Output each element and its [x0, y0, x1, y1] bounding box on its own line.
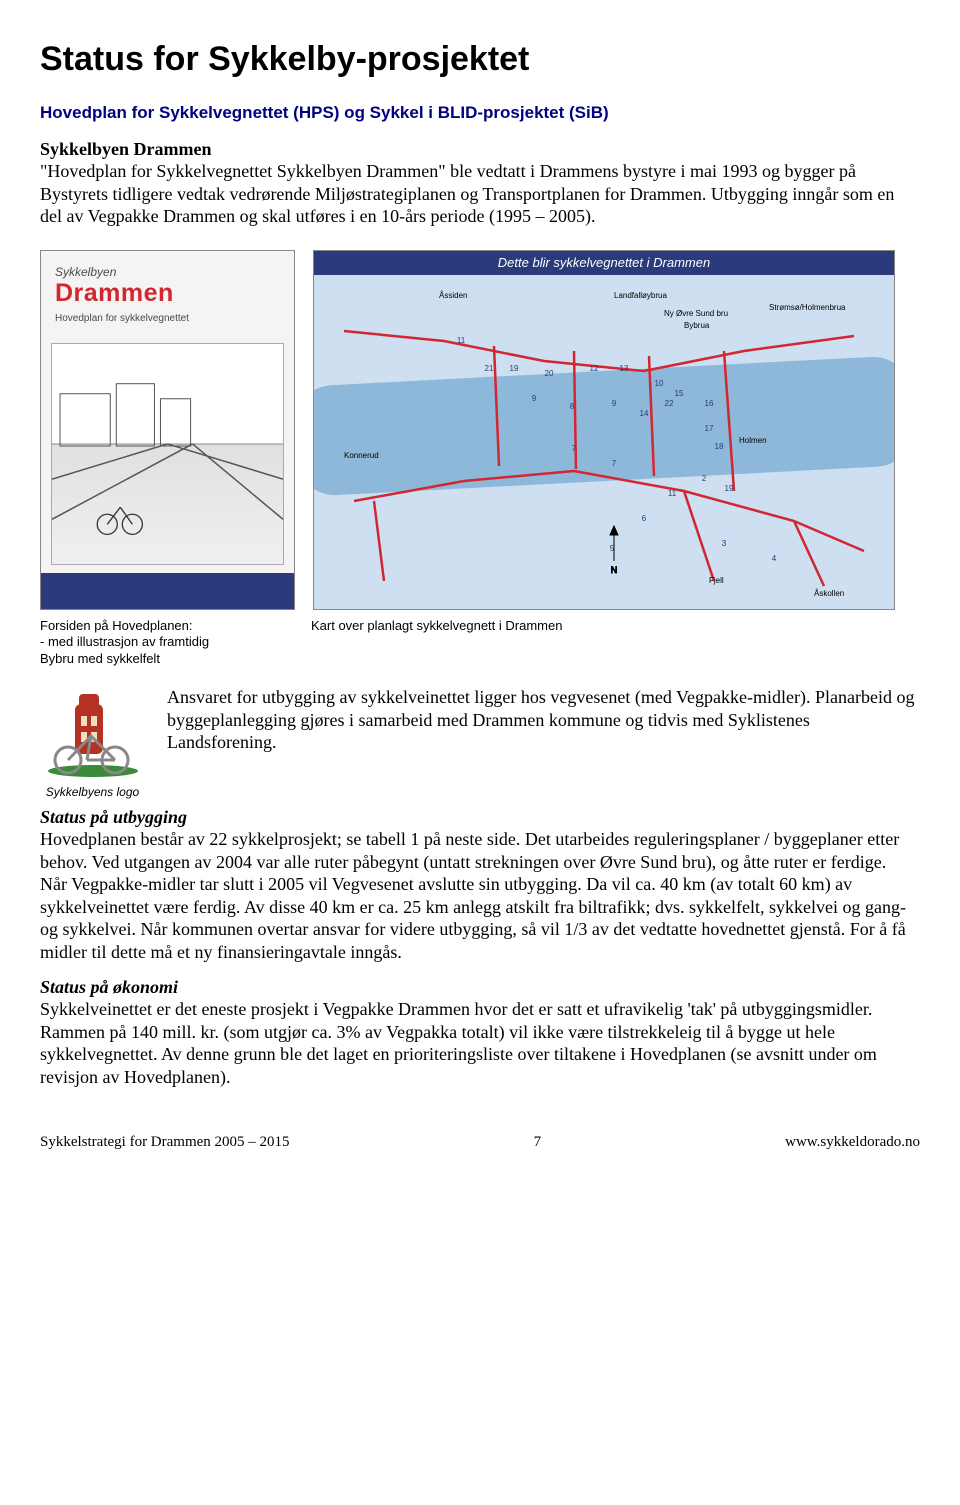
- status-build-heading: Status på utbygging: [40, 807, 920, 828]
- figure-row: Sykkelbyen Drammen Hovedplan for sykkelv…: [40, 250, 920, 610]
- map-label-stromso: Strømsø/Holmenbrua: [769, 303, 845, 312]
- map-label-konnerud: Konnerud: [344, 451, 379, 460]
- cover-brand-top: Sykkelbyen: [55, 265, 116, 279]
- status-econ-paragraph: Sykkelveinettet er det eneste prosjekt i…: [40, 998, 920, 1088]
- logo-row: Sykkelbyens logo Ansvaret for utbygging …: [40, 686, 920, 799]
- svg-text:20: 20: [545, 369, 554, 378]
- cover-brand-main: Drammen: [55, 279, 174, 308]
- status-econ-heading: Status på økonomi: [40, 977, 920, 998]
- svg-text:13: 13: [620, 364, 629, 373]
- caption-right: Kart over planlagt sykkelvegnett i Dramm…: [311, 618, 891, 669]
- caption-left-l1: Forsiden på Hovedplanen:: [40, 618, 193, 633]
- svg-text:22: 22: [665, 399, 674, 408]
- figure-map: Dette blir sykkelvegnettet i Drammen 11 …: [313, 250, 895, 610]
- caption-left-l3: Bybru med sykkelfelt: [40, 651, 160, 666]
- footer-left: Sykkelstrategi for Drammen 2005 – 2015: [40, 1134, 290, 1151]
- cover-sketch: [51, 343, 284, 565]
- subtitle: Hovedplan for Sykkelvegnettet (HPS) og S…: [40, 103, 920, 123]
- cover-brand-sub: Hovedplan for sykkelvegnettet: [55, 313, 189, 324]
- svg-text:3: 3: [722, 539, 727, 548]
- sykkelbyen-logo-icon: [43, 686, 143, 778]
- svg-text:15: 15: [675, 389, 684, 398]
- section1-paragraph: "Hovedplan for Sykkelvegnettet Sykkelbye…: [40, 160, 920, 228]
- svg-text:7: 7: [572, 444, 577, 453]
- svg-text:12: 12: [590, 364, 599, 373]
- figure-hovedplan-cover: Sykkelbyen Drammen Hovedplan for sykkelv…: [40, 250, 295, 610]
- caption-row: Forsiden på Hovedplanen: - med illustras…: [40, 618, 920, 669]
- map-label-bybrua: Bybrua: [684, 321, 709, 330]
- section1-heading: Sykkelbyen Drammen: [40, 139, 920, 160]
- svg-text:16: 16: [705, 399, 714, 408]
- svg-text:21: 21: [485, 364, 494, 373]
- cover-footer-bar: [41, 573, 294, 609]
- svg-text:N: N: [611, 565, 618, 575]
- svg-text:8: 8: [570, 402, 575, 411]
- map-label-askollen: Åskollen: [814, 589, 844, 598]
- caption-left-l2: - med illustrasjon av framtidig: [40, 634, 209, 649]
- svg-text:18: 18: [715, 442, 724, 451]
- svg-text:9: 9: [532, 394, 537, 403]
- status-build-paragraph: Hovedplanen består av 22 sykkelprosjekt;…: [40, 828, 920, 963]
- svg-text:9: 9: [612, 399, 617, 408]
- svg-text:14: 14: [640, 409, 649, 418]
- caption-left: Forsiden på Hovedplanen: - med illustras…: [40, 618, 293, 669]
- svg-text:11: 11: [668, 489, 677, 498]
- svg-text:4: 4: [772, 554, 777, 563]
- footer-right: www.sykkeldorado.no: [785, 1134, 920, 1151]
- page-footer: Sykkelstrategi for Drammen 2005 – 2015 7…: [40, 1134, 920, 1181]
- map-label-sundbru: Ny Øvre Sund bru: [664, 309, 728, 318]
- logo-caption: Sykkelbyens logo: [40, 785, 145, 799]
- map-label-landfall: Landfalløybrua: [614, 291, 667, 300]
- svg-text:7: 7: [612, 459, 617, 468]
- svg-text:2: 2: [702, 474, 707, 483]
- logo-paragraph: Ansvaret for utbygging av sykkelveinette…: [167, 686, 920, 754]
- svg-text:19: 19: [725, 484, 734, 493]
- svg-text:6: 6: [642, 514, 647, 523]
- svg-text:10: 10: [655, 379, 664, 388]
- map-label-assiden: Åssiden: [439, 291, 467, 300]
- svg-text:19: 19: [510, 364, 519, 373]
- map-label-fjell: Fjell: [709, 576, 724, 585]
- svg-text:17: 17: [705, 424, 714, 433]
- logo-box: Sykkelbyens logo: [40, 686, 145, 799]
- footer-page-number: 7: [534, 1134, 542, 1151]
- map-label-holmen: Holmen: [739, 436, 767, 445]
- page-title: Status for Sykkelby-prosjektet: [40, 40, 920, 79]
- svg-text:11: 11: [457, 336, 466, 345]
